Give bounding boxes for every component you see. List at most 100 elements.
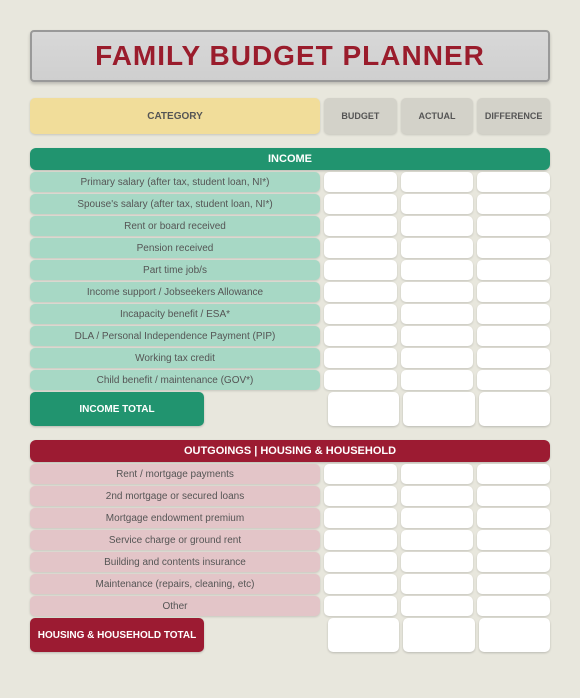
outgoings-diff-cell[interactable] bbox=[477, 574, 550, 594]
outgoings-budget-cell[interactable] bbox=[324, 552, 397, 572]
income-budget-cell[interactable] bbox=[324, 238, 397, 258]
income-budget-cell[interactable] bbox=[324, 370, 397, 390]
income-actual-cell[interactable] bbox=[401, 348, 474, 368]
income-row: Pension received bbox=[30, 238, 550, 258]
income-label: Working tax credit bbox=[30, 348, 320, 368]
income-total-budget[interactable] bbox=[328, 392, 399, 426]
income-actual-cell[interactable] bbox=[401, 304, 474, 324]
income-diff-cell[interactable] bbox=[477, 348, 550, 368]
income-actual-cell[interactable] bbox=[401, 260, 474, 280]
income-row: Part time job/s bbox=[30, 260, 550, 280]
outgoings-diff-cell[interactable] bbox=[477, 552, 550, 572]
outgoings-label: Mortgage endowment premium bbox=[30, 508, 320, 528]
income-budget-cell[interactable] bbox=[324, 172, 397, 192]
income-actual-cell[interactable] bbox=[401, 282, 474, 302]
outgoings-budget-cell[interactable] bbox=[324, 596, 397, 616]
income-budget-cell[interactable] bbox=[324, 260, 397, 280]
income-budget-cell[interactable] bbox=[324, 216, 397, 236]
income-budget-cell[interactable] bbox=[324, 326, 397, 346]
outgoings-row: Building and contents insurance bbox=[30, 552, 550, 572]
outgoings-total-actual[interactable] bbox=[403, 618, 474, 652]
income-row: Incapacity benefit / ESA* bbox=[30, 304, 550, 324]
outgoings-label: 2nd mortgage or secured loans bbox=[30, 486, 320, 506]
income-row: Child benefit / maintenance (GOV*) bbox=[30, 370, 550, 390]
income-label: DLA / Personal Independence Payment (PIP… bbox=[30, 326, 320, 346]
income-actual-cell[interactable] bbox=[401, 216, 474, 236]
income-budget-cell[interactable] bbox=[324, 282, 397, 302]
income-label: Incapacity benefit / ESA* bbox=[30, 304, 320, 324]
income-actual-cell[interactable] bbox=[401, 172, 474, 192]
outgoings-row: 2nd mortgage or secured loans bbox=[30, 486, 550, 506]
income-label: Primary salary (after tax, student loan,… bbox=[30, 172, 320, 192]
income-diff-cell[interactable] bbox=[477, 326, 550, 346]
income-total-actual[interactable] bbox=[403, 392, 474, 426]
income-diff-cell[interactable] bbox=[477, 238, 550, 258]
income-actual-cell[interactable] bbox=[401, 238, 474, 258]
income-diff-cell[interactable] bbox=[477, 216, 550, 236]
outgoings-total-budget[interactable] bbox=[328, 618, 399, 652]
outgoings-total-label: HOUSING & HOUSEHOLD TOTAL bbox=[30, 618, 204, 652]
outgoings-label: Rent / mortgage payments bbox=[30, 464, 320, 484]
income-diff-cell[interactable] bbox=[477, 172, 550, 192]
income-label: Rent or board received bbox=[30, 216, 320, 236]
outgoings-budget-cell[interactable] bbox=[324, 574, 397, 594]
outgoings-actual-cell[interactable] bbox=[401, 464, 474, 484]
outgoings-actual-cell[interactable] bbox=[401, 552, 474, 572]
outgoings-label: Service charge or ground rent bbox=[30, 530, 320, 550]
income-label: Spouse's salary (after tax, student loan… bbox=[30, 194, 320, 214]
income-budget-cell[interactable] bbox=[324, 304, 397, 324]
income-label: Part time job/s bbox=[30, 260, 320, 280]
outgoings-row: Mortgage endowment premium bbox=[30, 508, 550, 528]
income-budget-cell[interactable] bbox=[324, 194, 397, 214]
outgoings-label: Maintenance (repairs, cleaning, etc) bbox=[30, 574, 320, 594]
outgoings-diff-cell[interactable] bbox=[477, 486, 550, 506]
income-diff-cell[interactable] bbox=[477, 194, 550, 214]
income-label: Pension received bbox=[30, 238, 320, 258]
outgoings-diff-cell[interactable] bbox=[477, 508, 550, 528]
outgoings-budget-cell[interactable] bbox=[324, 530, 397, 550]
income-row: Spouse's salary (after tax, student loan… bbox=[30, 194, 550, 214]
page-title: FAMILY BUDGET PLANNER bbox=[32, 40, 548, 72]
outgoings-actual-cell[interactable] bbox=[401, 596, 474, 616]
income-actual-cell[interactable] bbox=[401, 194, 474, 214]
income-total-diff[interactable] bbox=[479, 392, 550, 426]
outgoings-header: OUTGOINGS | HOUSING & HOUSEHOLD bbox=[30, 440, 550, 462]
income-row: Rent or board received bbox=[30, 216, 550, 236]
income-label: Income support / Jobseekers Allowance bbox=[30, 282, 320, 302]
income-budget-cell[interactable] bbox=[324, 348, 397, 368]
income-actual-cell[interactable] bbox=[401, 370, 474, 390]
col-actual: ACTUAL bbox=[401, 98, 474, 134]
col-budget: BUDGET bbox=[324, 98, 397, 134]
income-section: INCOME Primary salary (after tax, studen… bbox=[30, 148, 550, 426]
income-label: Child benefit / maintenance (GOV*) bbox=[30, 370, 320, 390]
outgoings-diff-cell[interactable] bbox=[477, 464, 550, 484]
outgoings-actual-cell[interactable] bbox=[401, 508, 474, 528]
outgoings-budget-cell[interactable] bbox=[324, 508, 397, 528]
outgoings-diff-cell[interactable] bbox=[477, 530, 550, 550]
outgoings-row: Maintenance (repairs, cleaning, etc) bbox=[30, 574, 550, 594]
income-actual-cell[interactable] bbox=[401, 326, 474, 346]
col-difference: DIFFERENCE bbox=[477, 98, 550, 134]
outgoings-actual-cell[interactable] bbox=[401, 530, 474, 550]
income-row: Income support / Jobseekers Allowance bbox=[30, 282, 550, 302]
income-diff-cell[interactable] bbox=[477, 304, 550, 324]
income-total-row: INCOME TOTAL bbox=[30, 392, 550, 426]
outgoings-budget-cell[interactable] bbox=[324, 486, 397, 506]
outgoings-row: Service charge or ground rent bbox=[30, 530, 550, 550]
column-headers: CATEGORY BUDGET ACTUAL DIFFERENCE bbox=[30, 98, 550, 134]
outgoings-diff-cell[interactable] bbox=[477, 596, 550, 616]
income-row: Working tax credit bbox=[30, 348, 550, 368]
income-row: Primary salary (after tax, student loan,… bbox=[30, 172, 550, 192]
income-diff-cell[interactable] bbox=[477, 282, 550, 302]
outgoings-total-row: HOUSING & HOUSEHOLD TOTAL bbox=[30, 618, 550, 652]
income-diff-cell[interactable] bbox=[477, 260, 550, 280]
outgoings-section: OUTGOINGS | HOUSING & HOUSEHOLD Rent / m… bbox=[30, 440, 550, 652]
outgoings-label: Building and contents insurance bbox=[30, 552, 320, 572]
income-total-label: INCOME TOTAL bbox=[30, 392, 204, 426]
outgoings-budget-cell[interactable] bbox=[324, 464, 397, 484]
outgoings-label: Other bbox=[30, 596, 320, 616]
outgoings-actual-cell[interactable] bbox=[401, 574, 474, 594]
income-diff-cell[interactable] bbox=[477, 370, 550, 390]
outgoings-actual-cell[interactable] bbox=[401, 486, 474, 506]
outgoings-total-diff[interactable] bbox=[479, 618, 550, 652]
